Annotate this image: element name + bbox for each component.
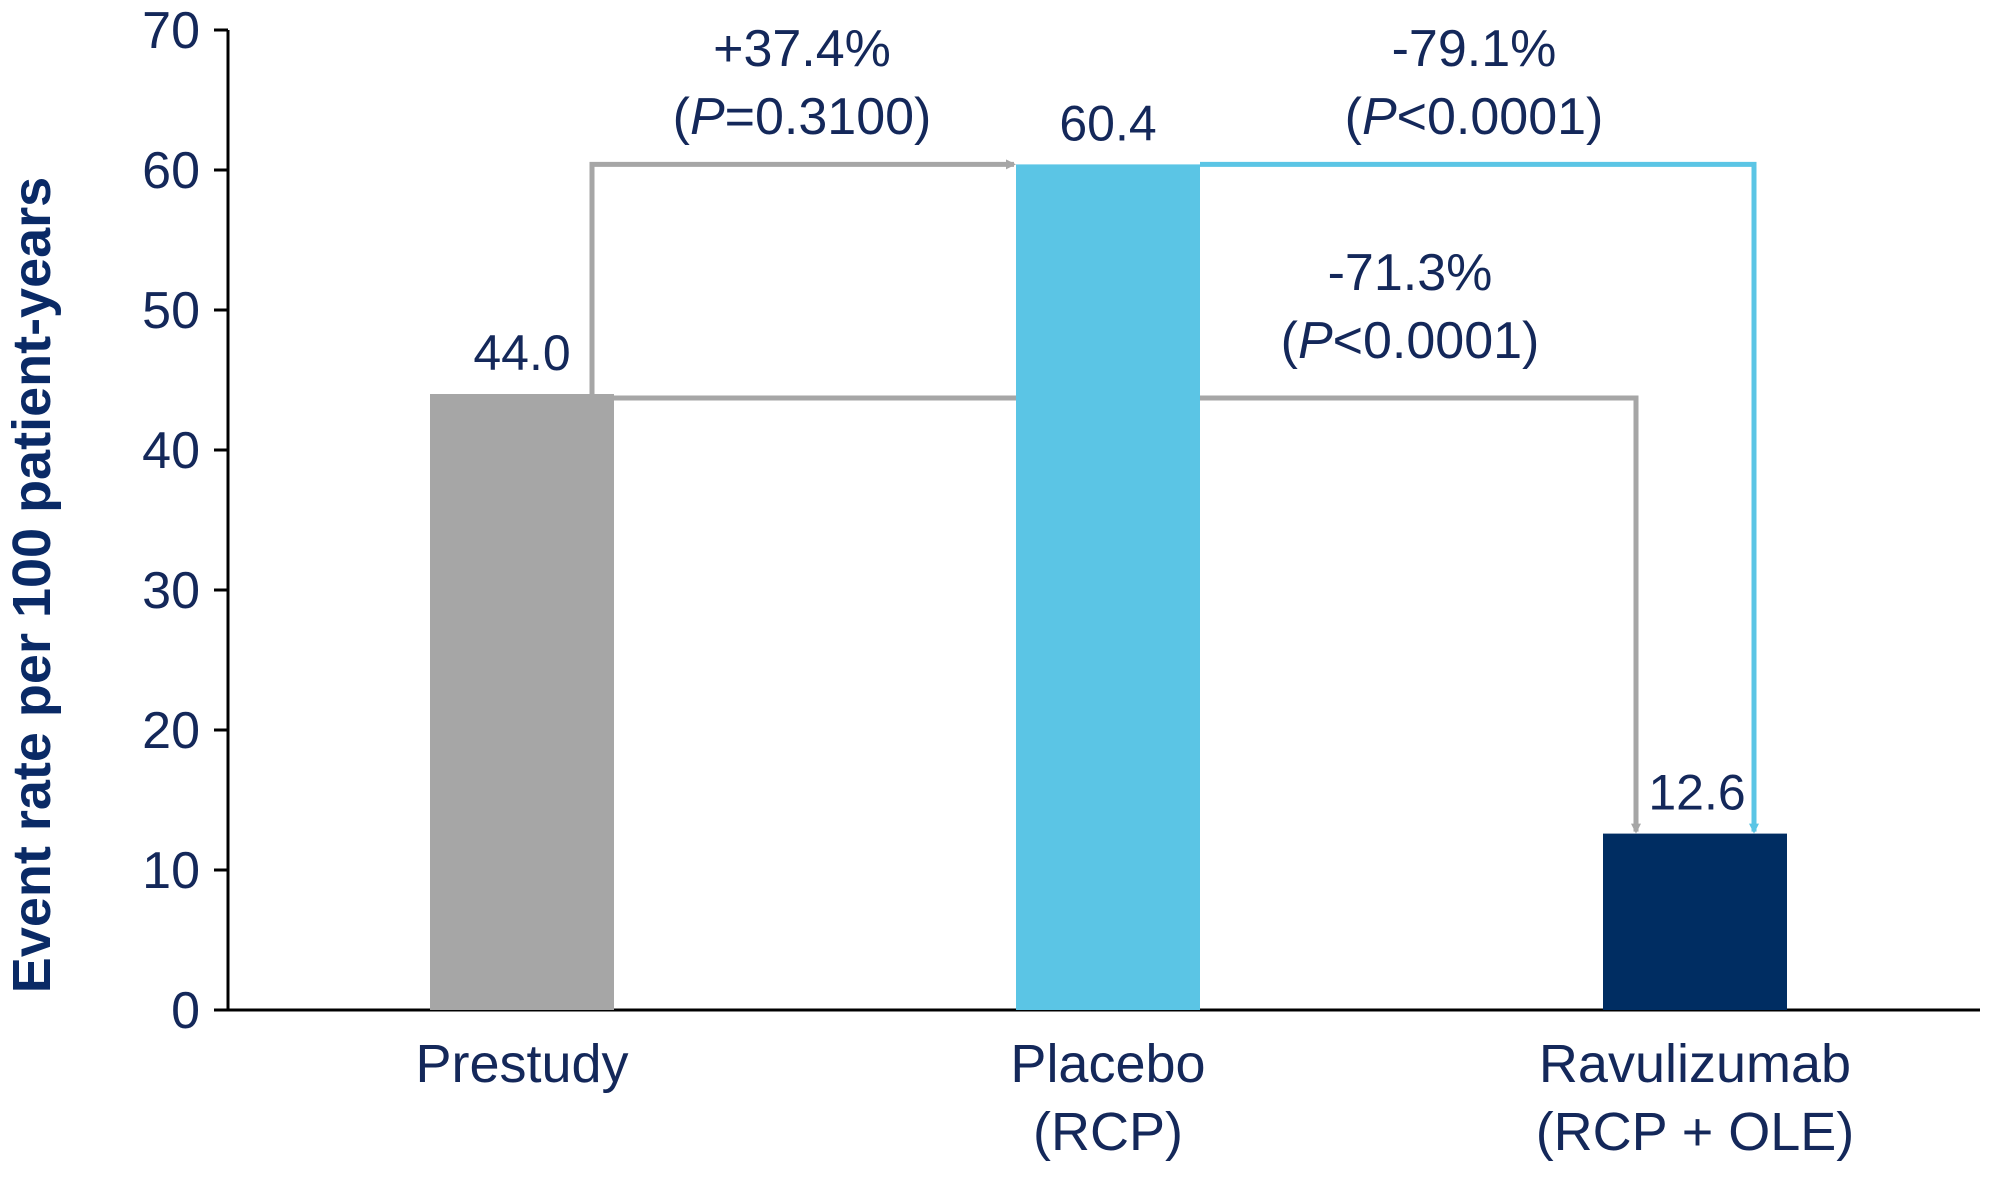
comparison-arrow — [614, 395, 1641, 834]
labels: 44.0 Prestudy 60.4 Placebo (RCP) 12.6 Ravulizu… — [415, 20, 1854, 1162]
axes: 0 10 20 30 40 50 60 70 — [142, 2, 1980, 1040]
x-tick-label: Ravulizumab — [1539, 1034, 1851, 1094]
p-value-symbol: P — [1298, 312, 1333, 370]
bar — [1603, 833, 1787, 1010]
bar-value-label: 60.4 — [1059, 95, 1156, 151]
p-value-open-paren: ( — [1345, 88, 1363, 146]
y-tick-label: 20 — [142, 702, 200, 760]
p-value-symbol: P — [1362, 88, 1397, 146]
comparison-change-label: +37.4% — [713, 20, 891, 78]
p-value-open-paren: ( — [1281, 312, 1299, 370]
y-tick-label: 0 — [171, 982, 200, 1040]
y-tick-label: 50 — [142, 282, 200, 340]
comparison-p-value-label: (P<0.0001) — [1345, 88, 1604, 146]
y-axis-label: Event rate per 100 patient-years — [2, 177, 62, 993]
y-tick-label: 40 — [142, 422, 200, 480]
bar-value-label: 12.6 — [1648, 765, 1745, 821]
y-tick-label: 70 — [142, 2, 200, 60]
bar-value-label: 44.0 — [473, 325, 570, 381]
comparison-arrow — [589, 159, 1016, 394]
x-tick-label-line2: (RCP + OLE) — [1536, 1102, 1855, 1162]
y-tick-label: 30 — [142, 562, 200, 620]
comparison-change-label: -71.3% — [1328, 244, 1493, 302]
p-value-rest: <0.0001) — [1397, 88, 1604, 146]
comparison-arrows — [589, 159, 1759, 834]
comparison-p-value-label: (P=0.3100) — [673, 88, 932, 146]
bars — [430, 164, 1787, 1010]
p-value-symbol: P — [690, 88, 725, 146]
x-tick-label-line2: (RCP) — [1033, 1102, 1183, 1162]
x-tick-label: Placebo — [1010, 1034, 1205, 1094]
y-tick-label: 10 — [142, 842, 200, 900]
comparison-arrow — [1200, 161, 1759, 834]
bar — [430, 394, 614, 1010]
p-value-open-paren: ( — [673, 88, 691, 146]
y-tick-label: 60 — [142, 142, 200, 200]
p-value-rest: <0.0001) — [1333, 312, 1540, 370]
p-value-rest: =0.3100) — [725, 88, 932, 146]
bar — [1016, 164, 1200, 1010]
x-tick-label: Prestudy — [415, 1034, 628, 1094]
comparison-p-value-label: (P<0.0001) — [1281, 312, 1540, 370]
comparison-change-label: -79.1% — [1392, 20, 1557, 78]
